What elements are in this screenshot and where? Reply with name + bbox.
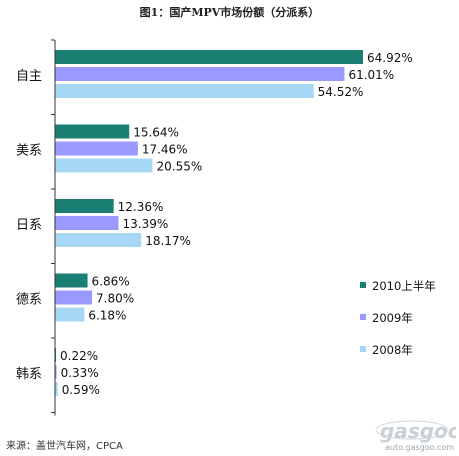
category-label: 自主 [16,69,42,84]
data-label: 54.52% [318,85,364,99]
bar [55,307,85,322]
data-label: 61.01% [348,68,394,82]
bar [55,50,363,64]
bar [55,216,119,230]
bar [55,141,138,156]
legend-swatch [360,282,366,288]
bar [55,158,153,173]
data-label: 64.92% [367,51,413,65]
gasgoo-logo-icon: gasgoo [375,419,459,443]
bar [55,382,58,396]
legend-label: 2009年 [372,311,413,325]
bar [55,273,88,288]
value-labels: 64.92% 61.01% 54.52% 15.64% 17.46% 20.55% 12.3… [60,51,413,397]
data-label: 6.86% [92,275,130,289]
legend-label: 2010上半年 [372,279,436,293]
axis-group [51,39,56,416]
bar [55,84,314,98]
bars-group [55,50,363,396]
watermark-url: auto.gasgoo.com [385,443,454,452]
bar [55,199,114,213]
category-label: 韩系 [16,367,42,382]
category-label: 日系 [16,218,42,233]
data-label: 20.55% [156,160,202,174]
chart-title: 图1：国产MPV市场份额（分派系） [139,6,320,19]
legend-swatch [360,314,366,320]
legend: 2010上半年 2009年 2008年 [360,279,436,357]
data-label: 0.59% [62,383,100,397]
source-note: 来源：盖世汽车网，CPCA [6,441,123,452]
category-label: 美系 [16,144,42,159]
bar [55,124,130,139]
category-label: 德系 [16,293,42,308]
data-label: 7.80% [96,292,134,306]
data-label: 6.18% [88,309,126,323]
data-label: 0.22% [60,349,98,363]
data-label: 13.39% [123,217,169,231]
data-label: 17.46% [142,143,188,157]
legend-swatch [360,346,366,352]
bar [55,67,345,81]
data-label: 0.33% [61,366,99,380]
legend-label: 2008年 [372,343,413,357]
gasgoo-watermark: gasgoo auto.gasgoo.com [372,414,459,454]
bar [55,233,142,247]
bar [55,348,57,362]
data-label: 15.64% [133,126,179,140]
bar [55,290,93,305]
data-label: 18.17% [145,234,191,248]
bar [55,365,57,379]
data-label: 12.36% [118,200,164,214]
